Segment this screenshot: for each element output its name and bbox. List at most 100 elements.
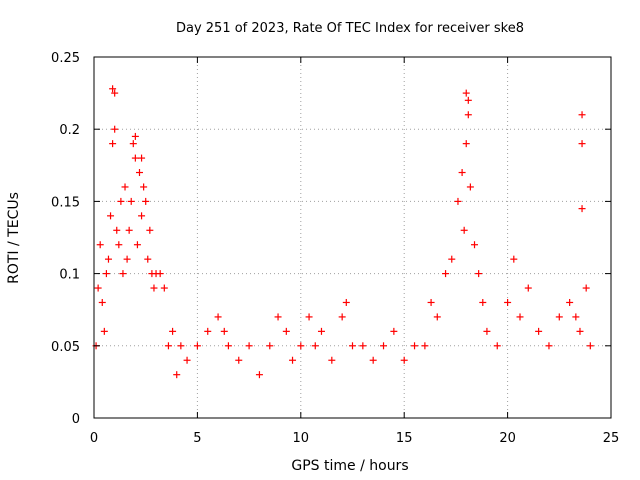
data-point [390,327,398,335]
data-point [380,342,388,350]
data-point [582,284,590,292]
x-tick-label: 25 [603,431,620,446]
data-point [274,313,282,321]
data-point [464,111,472,119]
data-point [146,226,154,234]
data-point [214,313,222,321]
data-point [510,255,518,263]
data-point [131,132,139,140]
y-tick-label: 0.05 [51,340,80,355]
data-point [578,205,586,213]
data-point [131,154,139,162]
y-tick-label: 0 [72,412,80,427]
data-point [454,197,462,205]
data-point [121,183,129,191]
data-point [100,327,108,335]
y-tick-label: 0.15 [51,195,80,210]
data-point [400,356,408,364]
data-point [109,85,117,93]
data-point [479,298,487,306]
y-axis-ticks: 0 0.05 0.1 0.15 0.2 0.25 [51,51,611,427]
data-point [119,270,127,278]
data-points [92,85,594,379]
data-point [235,356,243,364]
data-point [349,342,356,350]
data-point [156,270,164,278]
data-point [566,298,574,306]
data-point [160,284,168,292]
data-point [305,313,313,321]
y-tick-label: 0.1 [59,268,80,283]
data-point [493,342,501,350]
x-tick-label: 0 [90,431,98,446]
data-point [224,342,232,350]
data-point [483,327,491,335]
data-point [117,197,125,205]
data-point [144,255,152,263]
data-point [111,89,119,97]
data-point [177,342,185,350]
data-point [150,284,158,292]
data-point [164,342,172,350]
data-point [369,356,377,364]
x-axis-ticks: 0 5 10 15 20 25 [90,57,619,446]
x-tick-label: 5 [193,431,201,446]
data-point [127,197,135,205]
data-point [342,298,350,306]
data-point [125,226,133,234]
data-point [427,298,435,306]
data-point [266,342,274,350]
data-point [140,183,148,191]
data-point [475,270,483,278]
data-point [115,241,123,249]
data-point [535,327,543,335]
data-point [576,327,584,335]
data-point [338,313,346,321]
data-point [545,342,553,350]
data-point [555,313,563,321]
data-point [578,111,586,119]
data-point [204,327,212,335]
data-point [572,313,580,321]
chart-title: Day 251 of 2023, Rate Of TEC Index for r… [176,21,524,36]
data-point [516,313,524,321]
data-point [328,356,336,364]
grid-lines [94,57,611,418]
data-point [297,342,305,350]
x-axis-label: GPS time / hours [291,458,408,474]
data-point [111,125,119,133]
y-axis-label: ROTI / TECUs [6,192,22,284]
data-point [317,327,325,335]
data-point [359,342,367,350]
data-point [138,154,146,162]
data-point [109,140,117,148]
data-point [104,255,112,263]
data-point [169,327,177,335]
x-tick-label: 10 [293,431,310,446]
data-point [524,284,532,292]
x-tick-label: 15 [396,431,413,446]
data-point [462,89,470,97]
data-point [462,140,470,148]
data-point [142,197,150,205]
data-point [464,96,472,104]
data-point [311,342,319,350]
data-point [113,226,121,234]
data-point [466,183,474,191]
data-point [129,140,137,148]
data-point [96,241,104,249]
data-point [460,226,468,234]
data-point [282,327,290,335]
data-point [255,371,263,379]
data-point [94,284,102,292]
data-point [133,241,141,249]
data-point [421,342,429,350]
data-point [102,270,110,278]
data-point [411,342,419,350]
x-tick-label: 20 [499,431,516,446]
data-point [193,342,201,350]
data-point [442,270,450,278]
data-point [173,371,181,379]
data-point [586,342,594,350]
